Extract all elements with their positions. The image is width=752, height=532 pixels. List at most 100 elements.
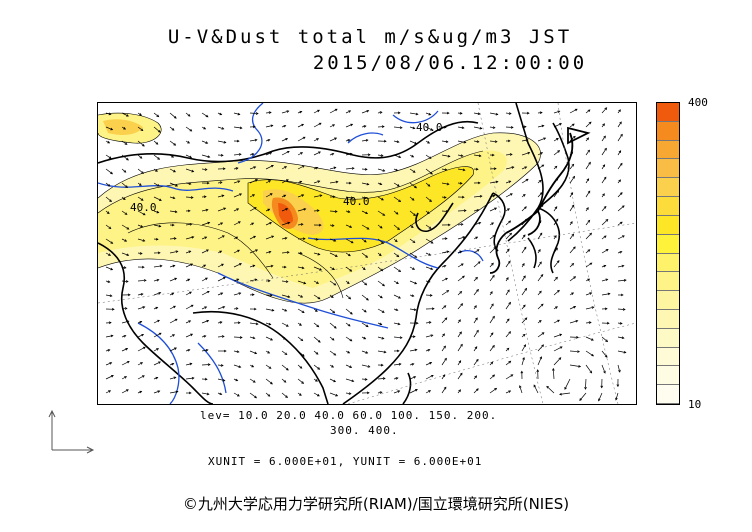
wind-arrowhead	[235, 236, 239, 240]
wind-arrowhead	[526, 111, 530, 115]
wind-arrow	[601, 278, 608, 282]
wind-arrow	[505, 390, 511, 394]
wind-arrow	[249, 194, 255, 198]
wind-arrow	[409, 389, 418, 394]
wind-arrowhead	[577, 350, 581, 353]
wind-arrowhead	[478, 221, 482, 225]
wind-arrow	[281, 350, 288, 355]
wind-arrowhead	[319, 268, 323, 271]
wind-arrowhead	[332, 124, 336, 127]
wind-arrowhead	[508, 390, 512, 393]
wind-arrow	[153, 279, 159, 282]
wind-arrowhead	[541, 332, 545, 335]
wind-arrowhead	[428, 253, 432, 256]
wind-arrow	[201, 209, 208, 212]
wind-arrowhead	[255, 179, 258, 182]
wind-arrow	[329, 336, 335, 341]
wind-arrow	[329, 238, 336, 242]
wind-arrowhead	[174, 318, 178, 322]
wind-arrow	[169, 250, 178, 254]
wind-arrowhead	[507, 260, 511, 264]
wind-arrow	[313, 294, 321, 300]
wind-arrow	[265, 165, 274, 170]
wind-arrow	[521, 166, 527, 170]
wind-arrowhead	[524, 206, 527, 210]
wind-arrow	[233, 364, 241, 368]
wind-arrowhead	[506, 277, 509, 280]
wind-arrowhead	[367, 153, 371, 157]
wind-arrow	[329, 350, 336, 356]
wind-arrow	[441, 210, 449, 212]
wind-arrowhead	[156, 348, 160, 351]
wind-arrowhead	[157, 319, 160, 323]
wind-arrowhead	[463, 140, 467, 144]
wind-arrowhead	[316, 209, 320, 212]
wind-arrow	[505, 193, 513, 198]
wind-arrowhead	[316, 138, 320, 141]
wind-arrowhead	[523, 246, 527, 250]
wind-arrow	[169, 182, 178, 187]
wind-arrow	[281, 208, 288, 212]
wind-arrowhead	[220, 222, 224, 225]
wind-arrowhead	[394, 239, 398, 243]
wind-arrowhead	[445, 277, 448, 281]
wind-arrow	[201, 320, 209, 324]
wind-arrow	[249, 350, 257, 354]
wind-arrow	[153, 332, 162, 338]
wind-arrow	[361, 139, 368, 142]
wind-arrow	[153, 265, 162, 268]
wind-arrow	[425, 362, 432, 366]
colorbar-swatch	[657, 159, 679, 179]
wind-arrow	[137, 293, 143, 296]
wind-arrow	[265, 235, 274, 240]
wind-arrowhead	[204, 236, 208, 240]
wind-arrow	[361, 364, 370, 368]
wind-arrow	[249, 265, 255, 268]
wind-arrow	[153, 390, 160, 394]
wind-arrowhead	[524, 287, 528, 291]
wind-arrow	[297, 294, 303, 298]
wind-arrowhead	[267, 394, 271, 397]
wind-arrowhead	[602, 123, 605, 127]
wind-arrow	[617, 134, 623, 142]
wind-arrow	[313, 109, 320, 114]
wind-arrow	[297, 336, 303, 341]
wind-arrowhead	[603, 135, 606, 139]
wind-arrowhead	[411, 294, 415, 297]
wind-arrow	[601, 219, 609, 226]
wind-arrow	[329, 308, 335, 314]
wind-arrowhead	[301, 353, 305, 357]
wind-arrowhead	[253, 207, 257, 210]
wind-arrow	[569, 123, 575, 128]
wind-arrow	[409, 210, 416, 216]
wind-arrowhead	[555, 138, 559, 141]
colorbar-swatch	[657, 178, 679, 198]
wind-arrow	[505, 318, 510, 324]
wind-arrow	[569, 246, 576, 254]
wind-arrowhead	[573, 276, 577, 279]
wind-arrow	[153, 182, 160, 187]
wind-arrowhead	[174, 277, 178, 281]
wind-arrow	[537, 261, 542, 268]
wind-arrow	[217, 292, 223, 296]
wind-arrowhead	[220, 153, 224, 157]
wind-arrow	[409, 238, 416, 243]
wind-arrowhead	[158, 224, 162, 228]
wind-arrowhead	[207, 221, 211, 225]
wind-arrow	[473, 112, 480, 115]
wind-arrow	[265, 265, 273, 268]
wind-arrowhead	[398, 199, 402, 203]
wind-arrow	[201, 140, 208, 144]
wind-arrow	[505, 289, 510, 296]
wind-arrowhead	[622, 308, 626, 311]
wind-arrowhead	[237, 393, 240, 397]
wind-arrowhead	[140, 362, 144, 365]
wind-arrowhead	[619, 322, 623, 325]
wind-arrow	[553, 357, 562, 366]
wind-arrowhead	[606, 321, 610, 325]
wind-arrowhead	[365, 324, 369, 328]
wind-arrowhead	[415, 321, 419, 325]
wind-arrowhead	[589, 262, 593, 266]
wind-arrowhead	[427, 280, 431, 283]
wind-arrow	[105, 238, 113, 244]
